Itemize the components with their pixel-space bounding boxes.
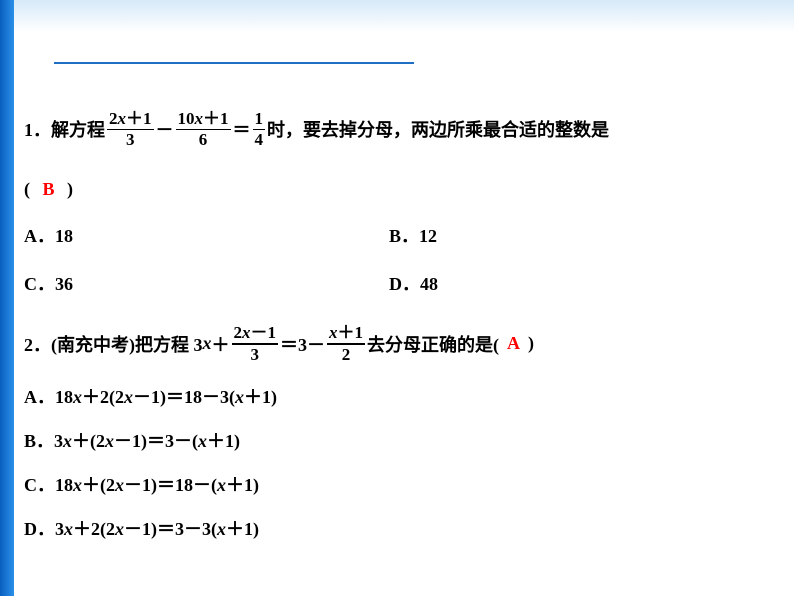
q2-answer: A [507, 333, 520, 354]
q2c-p2: ＋(2 [82, 475, 115, 495]
q1-frac1-num: 2x＋1 [109, 109, 152, 128]
q2d-p4: ＋1) [226, 519, 259, 539]
q2d-p1: D．3 [24, 519, 64, 539]
q1-option-b: B．12 [389, 222, 437, 248]
q2a-p4: ＋1) [244, 387, 277, 407]
q2-option-c: C．18x＋(2x－1)＝18－(x＋1) [24, 471, 784, 497]
q2-plus1: ＋ [212, 331, 230, 357]
q1-equals: ＝ [233, 121, 251, 139]
q2-frac1-num: 2x－1 [234, 323, 277, 342]
q1-frac2-num: 10x＋1 [178, 109, 229, 128]
q2d-p3: －1)＝3－3( [124, 519, 217, 539]
top-gradient [14, 0, 794, 32]
q2c-p1: C．18 [24, 475, 73, 495]
q2-frac1-den: 3 [249, 346, 262, 364]
q2-stem: 2． (南充中考) 把方程 3 x ＋ 2x－1 3 ＝3－ x＋1 2 去分母… [24, 324, 784, 363]
q1-frac2-den: 6 [197, 131, 210, 149]
heading-underline [54, 62, 414, 64]
q1-frac3-num: 1 [253, 110, 266, 128]
q2-equals: ＝3－ [280, 331, 325, 357]
q2-source: (南充中考) [51, 331, 135, 357]
q1-number: 1． [24, 121, 51, 139]
q1-prefix: 解方程 [51, 121, 105, 139]
q1-paren-open: ( [24, 179, 30, 199]
q1-frac2: 10x＋1 6 [176, 110, 231, 149]
q2-options: A．18x＋2(2x－1)＝18－3(x＋1) B．3x＋(2x－1)＝3－(x… [24, 383, 784, 541]
q1-options-row2: C．36 D．48 [24, 270, 784, 296]
q1-paren: ( B ) [24, 179, 784, 200]
q2-option-b: B．3x＋(2x－1)＝3－(x＋1) [24, 427, 784, 453]
q2-frac1: 2x－1 3 [232, 324, 279, 363]
q2c-p4: ＋1) [226, 475, 259, 495]
q1-option-a: A．18 [24, 222, 389, 248]
q2a-p2: ＋2(2 [82, 387, 124, 407]
q2-suffix: 去分母正确的是( [367, 331, 499, 357]
q2-frac2: x＋1 2 [327, 324, 365, 363]
q1-minus: － [156, 121, 174, 139]
q2-frac2-den: 2 [340, 346, 353, 364]
q2d-p2: ＋2(2 [73, 519, 115, 539]
q2c-p3: －1)＝18－( [124, 475, 217, 495]
q2b-p4: ＋1) [207, 431, 240, 451]
q2b-p2: ＋(2 [72, 431, 105, 451]
q2-paren-close: ) [528, 333, 534, 354]
q1-option-c: C．36 [24, 270, 389, 296]
q2a-p3: －1)＝18－3( [133, 387, 235, 407]
q2-x1: x [203, 333, 212, 354]
q2b-p1: B．3 [24, 431, 63, 451]
q2-option-d: D．3x＋2(2x－1)＝3－3(x＋1) [24, 515, 784, 541]
q1-frac3-den: 4 [253, 131, 266, 149]
q1-frac3: 1 4 [253, 110, 266, 149]
q1-answer: B [43, 179, 55, 199]
left-accent-bar [0, 0, 14, 596]
q1-options-row1: A．18 B．12 [24, 222, 784, 248]
q1-stem: 1． 解方程 2x＋1 3 － 10x＋1 6 ＝ 1 4 时，要去掉分母，两边… [24, 110, 784, 149]
q2a-p1: A．18 [24, 387, 73, 407]
q2-number: 2． [24, 331, 51, 357]
q2-prefix: 把方程 3 [135, 331, 203, 357]
content-area: 1． 解方程 2x＋1 3 － 10x＋1 6 ＝ 1 4 时，要去掉分母，两边… [24, 110, 784, 559]
q2b-p3: －1)＝3－( [114, 431, 198, 451]
q2-option-a: A．18x＋2(2x－1)＝18－3(x＋1) [24, 383, 784, 409]
q1-frac1: 2x＋1 3 [107, 110, 154, 149]
q1-paren-close: ) [67, 179, 73, 199]
q1-option-d: D．48 [389, 270, 438, 296]
q1-frac1-den: 3 [124, 131, 137, 149]
q1-suffix: 时，要去掉分母，两边所乘最合适的整数是 [267, 121, 609, 139]
q2-frac2-num: x＋1 [329, 323, 363, 342]
